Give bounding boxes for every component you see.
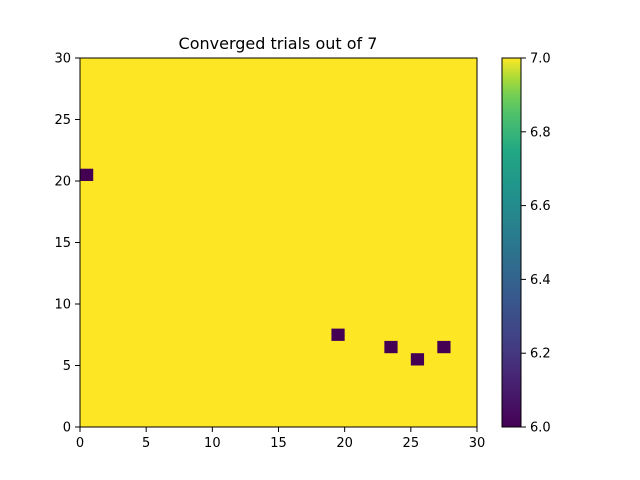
y-axis: 0 5 10 15 20 25 30 xyxy=(54,52,80,436)
colorbar-tick-label: 7.0 xyxy=(530,52,551,67)
heatmap-background xyxy=(80,58,477,427)
x-tick-label: 10 xyxy=(204,436,221,451)
heatmap-cell-3 xyxy=(410,353,425,366)
y-tick-label: 20 xyxy=(54,175,71,190)
x-tick-label: 15 xyxy=(270,436,287,451)
y-tick-label: 15 xyxy=(54,236,71,251)
heatmap-cell-0 xyxy=(80,168,94,181)
colorbar-frame xyxy=(501,57,522,428)
x-tick-label: 30 xyxy=(469,436,486,451)
x-tick-label: 25 xyxy=(403,436,420,451)
colorbar-tick-label: 6.2 xyxy=(530,347,551,362)
plot-area xyxy=(79,57,478,428)
heatmap-cell-1 xyxy=(331,328,345,341)
chart-title: Converged trials out of 7 xyxy=(179,34,378,53)
heatmap-cell-4 xyxy=(437,340,451,354)
colorbar-tick-label: 6.4 xyxy=(530,273,551,288)
colorbar-tick-label: 6.8 xyxy=(530,125,551,140)
x-axis: 0 5 10 15 20 25 30 xyxy=(76,427,485,451)
y-tick-label: 25 xyxy=(54,113,71,128)
x-tick-label: 0 xyxy=(76,436,84,451)
y-tick-label: 10 xyxy=(54,298,71,313)
colorbar: 6.0 6.2 6.4 6.6 6.8 7.0 xyxy=(501,52,551,436)
x-tick-label: 20 xyxy=(336,436,353,451)
y-tick-label: 30 xyxy=(54,52,71,67)
colorbar-gradient xyxy=(502,58,521,427)
y-tick-label: 0 xyxy=(63,421,71,436)
colorbar-tick-label: 6.6 xyxy=(530,199,551,214)
colorbar-tick-label: 6.0 xyxy=(530,421,551,436)
y-tick-label: 5 xyxy=(63,359,71,374)
x-tick-label: 5 xyxy=(142,436,150,451)
heatmap-cell-2 xyxy=(384,340,398,354)
